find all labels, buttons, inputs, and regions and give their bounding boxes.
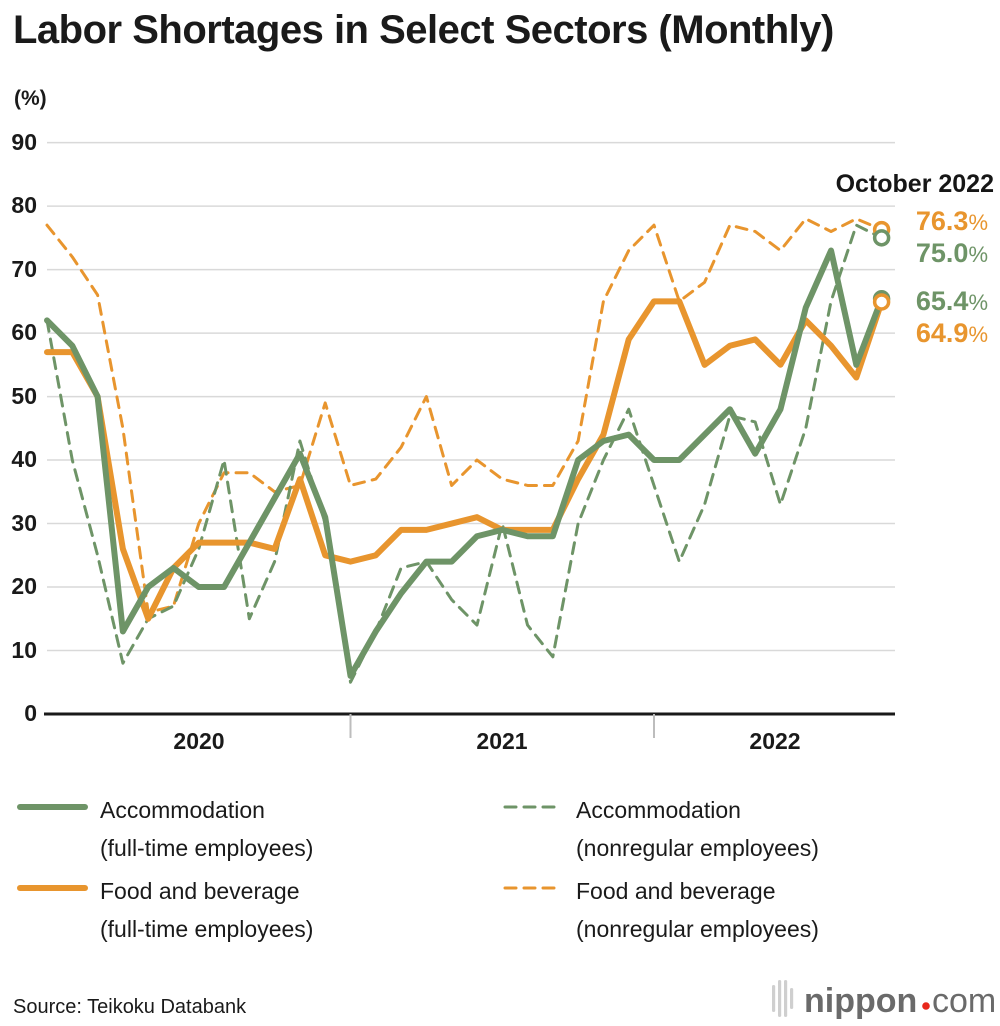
svg-text:(nonregular employees): (nonregular employees): [576, 835, 819, 861]
svg-text:Food and beverage: Food and beverage: [100, 878, 300, 904]
svg-text:(full-time employees): (full-time employees): [100, 835, 313, 861]
svg-text:nippon: nippon: [804, 982, 917, 1020]
svg-text:(full-time employees): (full-time employees): [100, 916, 313, 942]
svg-text:Food and beverage: Food and beverage: [576, 878, 776, 904]
svg-text:Accommodation: Accommodation: [100, 797, 265, 823]
svg-text:Accommodation: Accommodation: [576, 797, 741, 823]
svg-text:com: com: [932, 982, 996, 1020]
svg-text:(nonregular employees): (nonregular employees): [576, 916, 819, 942]
